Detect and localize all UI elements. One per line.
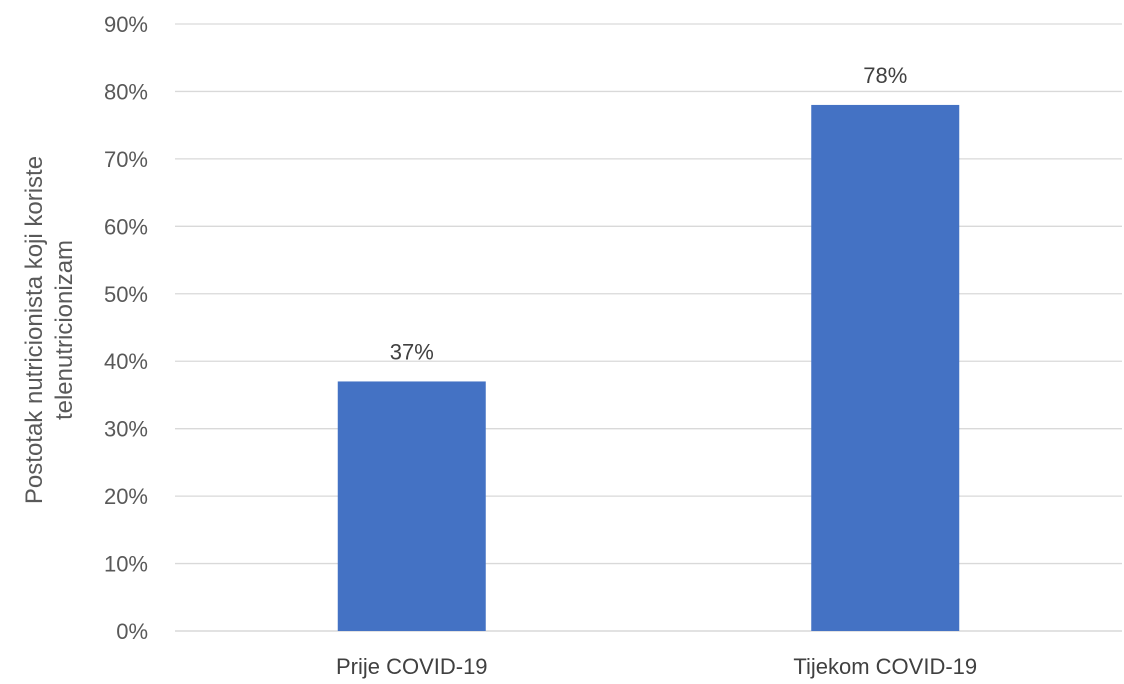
y-tick-label: 80% [104, 79, 148, 104]
x-axis-categories: Prije COVID-19 Tijekom COVID-19 [336, 654, 977, 679]
gridlines [175, 23, 1122, 632]
x-category-label: Prije COVID-19 [336, 654, 488, 679]
y-tick-label: 20% [104, 484, 148, 509]
y-tick-label: 60% [104, 214, 148, 239]
y-tick-label: 0% [116, 619, 148, 644]
bar-data-label: 37% [390, 339, 434, 364]
y-axis-title: Postotak nutricionista koji koriste tele… [21, 156, 78, 504]
y-axis-title-line-2: telenutricionizam [51, 240, 78, 420]
y-tick-label: 10% [104, 552, 148, 577]
y-tick-label: 30% [104, 417, 148, 442]
y-tick-label: 40% [104, 349, 148, 374]
data-labels: 37% 78% [390, 63, 908, 365]
bar-data-label: 78% [863, 63, 907, 88]
bars [337, 104, 960, 631]
bar [337, 381, 486, 631]
bar [811, 104, 960, 631]
x-category-label: Tijekom COVID-19 [793, 654, 977, 679]
y-tick-label: 70% [104, 147, 148, 172]
y-tick-label: 90% [104, 12, 148, 37]
y-axis-ticks: 0% 10% 20% 30% 40% 50% 60% 70% 80% 90% [104, 12, 148, 644]
y-axis-title-line-1: Postotak nutricionista koji koriste [21, 156, 48, 504]
y-tick-label: 50% [104, 282, 148, 307]
